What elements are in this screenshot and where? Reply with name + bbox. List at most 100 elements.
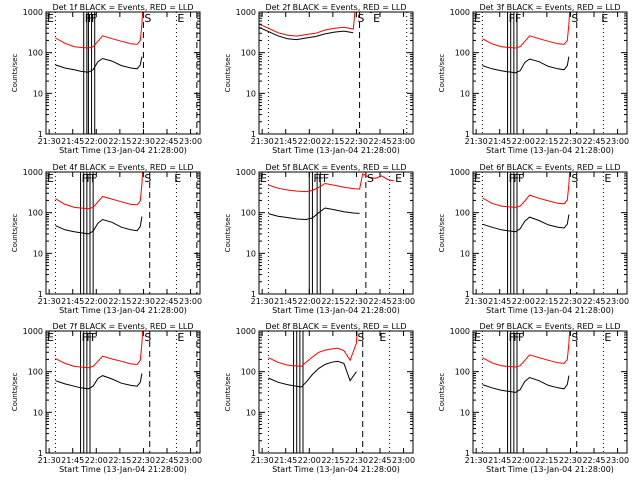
y-tick-label: 10 (460, 249, 470, 258)
x-tick-label: 23:00 (179, 297, 202, 306)
flag-label: F (82, 331, 88, 344)
flag-label: S (357, 12, 364, 25)
flag-label: E (174, 172, 181, 185)
flag-label: E (47, 331, 54, 344)
y-tick-label: 100 (455, 49, 470, 58)
x-axis-label: Start Time (13-Jan-04 21:28:00) (272, 146, 400, 155)
x-tick-label: 21:45 (488, 137, 511, 146)
x-axis-label: Start Time (13-Jan-04 21:28:00) (272, 306, 400, 315)
x-tick-label: 22:30 (132, 456, 155, 465)
x-axis-label: Start Time (13-Jan-04 21:28:00) (59, 465, 187, 474)
y-tick-label: 100 (241, 49, 256, 58)
y-tick-label: 1 (251, 290, 256, 299)
flag-label: E (474, 172, 481, 185)
y-tick-label: 100 (241, 209, 256, 218)
x-axis-label: Start Time (13-Jan-04 21:28:00) (486, 146, 614, 155)
events-series-line (258, 26, 354, 41)
y-tick-label: 10 (33, 249, 43, 258)
plot-frame (45, 11, 201, 135)
y-axis-label: Counts/sec (11, 214, 19, 253)
plot-frame (258, 11, 414, 135)
y-tick-label: 1000 (236, 168, 256, 177)
y-tick-label: 1 (38, 290, 43, 299)
x-axis-label: Start Time (13-Jan-04 21:28:00) (486, 465, 614, 474)
x-tick-label: 21:45 (274, 137, 297, 146)
x-tick-label: 21:45 (488, 297, 511, 306)
x-tick-label: 23:00 (179, 137, 202, 146)
x-tick-label: 23:00 (606, 456, 629, 465)
flag-label: F (91, 331, 97, 344)
events-series-line (55, 56, 143, 73)
flag-label: E (177, 331, 184, 344)
lld-series-line (55, 330, 144, 369)
x-tick-label: 23:00 (392, 137, 415, 146)
flag-label: F (88, 12, 94, 25)
y-tick-label: 1 (251, 449, 256, 458)
x-tick-label: 22:00 (298, 297, 321, 306)
detector-panel: 1 10 100 1000 21:30 21:45 22:00 22:15 22:30 22:45… (224, 322, 415, 474)
y-axis-label: Counts/sec (11, 54, 19, 93)
y-tick-label: 100 (455, 209, 470, 218)
flag-label: F (86, 331, 92, 344)
y-tick-label: 1000 (23, 8, 43, 17)
flag-label: F (513, 172, 519, 185)
x-tick-label: 21:30 (251, 456, 274, 465)
panel-title: Det 2f BLACK = Events, RED = LLD (265, 3, 406, 12)
x-tick-label: 22:45 (582, 456, 605, 465)
x-axis-label: Start Time (13-Jan-04 21:28:00) (486, 306, 614, 315)
flag-label: E (604, 172, 611, 185)
y-tick-label: 1000 (236, 327, 256, 336)
flag-label: F (513, 331, 519, 344)
flag-label: S (571, 172, 578, 185)
x-tick-label: 22:45 (582, 297, 605, 306)
panel-title: Det 4f BLACK = Events, RED = LLD (52, 163, 193, 172)
x-tick-label: 21:45 (61, 456, 84, 465)
flag-label: E (47, 172, 54, 185)
y-tick-label: 10 (246, 89, 256, 98)
detector-panel: 1 10 100 1000 21:30 21:45 22:00 22:15 22:30 22:45… (11, 163, 202, 315)
flag-label: F (509, 12, 515, 25)
x-tick-label: 21:30 (465, 456, 488, 465)
x-tick-label: 22:30 (345, 297, 368, 306)
x-tick-label: 23:00 (392, 297, 415, 306)
x-tick-label: 22:00 (85, 456, 108, 465)
x-tick-label: 22:15 (108, 297, 131, 306)
y-tick-label: 10 (246, 408, 256, 417)
flag-label: E (604, 331, 611, 344)
x-tick-label: 21:45 (61, 137, 84, 146)
x-tick-label: 21:30 (251, 137, 274, 146)
flag-label: E (379, 331, 386, 344)
flag-label: F (518, 172, 524, 185)
flag-label: F (86, 172, 92, 185)
x-tick-label: 22:00 (512, 297, 535, 306)
x-tick-label: 22:30 (559, 137, 582, 146)
detector-panel: 1 10 100 1000 21:30 21:45 22:00 22:15 22:30 22:45… (438, 322, 629, 474)
detector-panel: 1 10 100 1000 21:30 21:45 22:00 22:15 22:30 22:45… (438, 3, 629, 155)
x-tick-label: 23:00 (606, 297, 629, 306)
lld-series-line (258, 11, 373, 37)
x-tick-label: 22:45 (155, 297, 178, 306)
x-tick-label: 22:15 (108, 456, 131, 465)
flag-label: F (82, 172, 88, 185)
panel-title: Det 3f BLACK = Events, RED = LLD (479, 3, 620, 12)
y-axis-label: Counts/sec (438, 54, 446, 93)
plot-frame (472, 330, 628, 454)
flag-label: S (367, 172, 374, 185)
panel-title: Det 5f BLACK = Events, RED = LLD (265, 163, 406, 172)
x-axis-label: Start Time (13-Jan-04 21:28:00) (59, 146, 187, 155)
x-tick-label: 22:45 (582, 137, 605, 146)
panel-title: Det 7f BLACK = Events, RED = LLD (52, 322, 193, 331)
y-tick-label: 1 (38, 449, 43, 458)
x-tick-label: 22:00 (298, 137, 321, 146)
detector-panel: 1 10 100 1000 21:30 21:45 22:00 22:15 22:30 22:45… (438, 163, 629, 315)
flag-label: E (260, 172, 267, 185)
x-tick-label: 21:45 (274, 297, 297, 306)
y-tick-label: 1 (38, 130, 43, 139)
flag-label: F (509, 172, 515, 185)
y-tick-label: 1000 (450, 327, 470, 336)
lld-series-line (482, 171, 571, 208)
x-tick-label: 22:15 (321, 456, 344, 465)
x-tick-label: 22:15 (535, 456, 558, 465)
flag-label: S (571, 12, 578, 25)
x-tick-label: 22:00 (85, 137, 108, 146)
